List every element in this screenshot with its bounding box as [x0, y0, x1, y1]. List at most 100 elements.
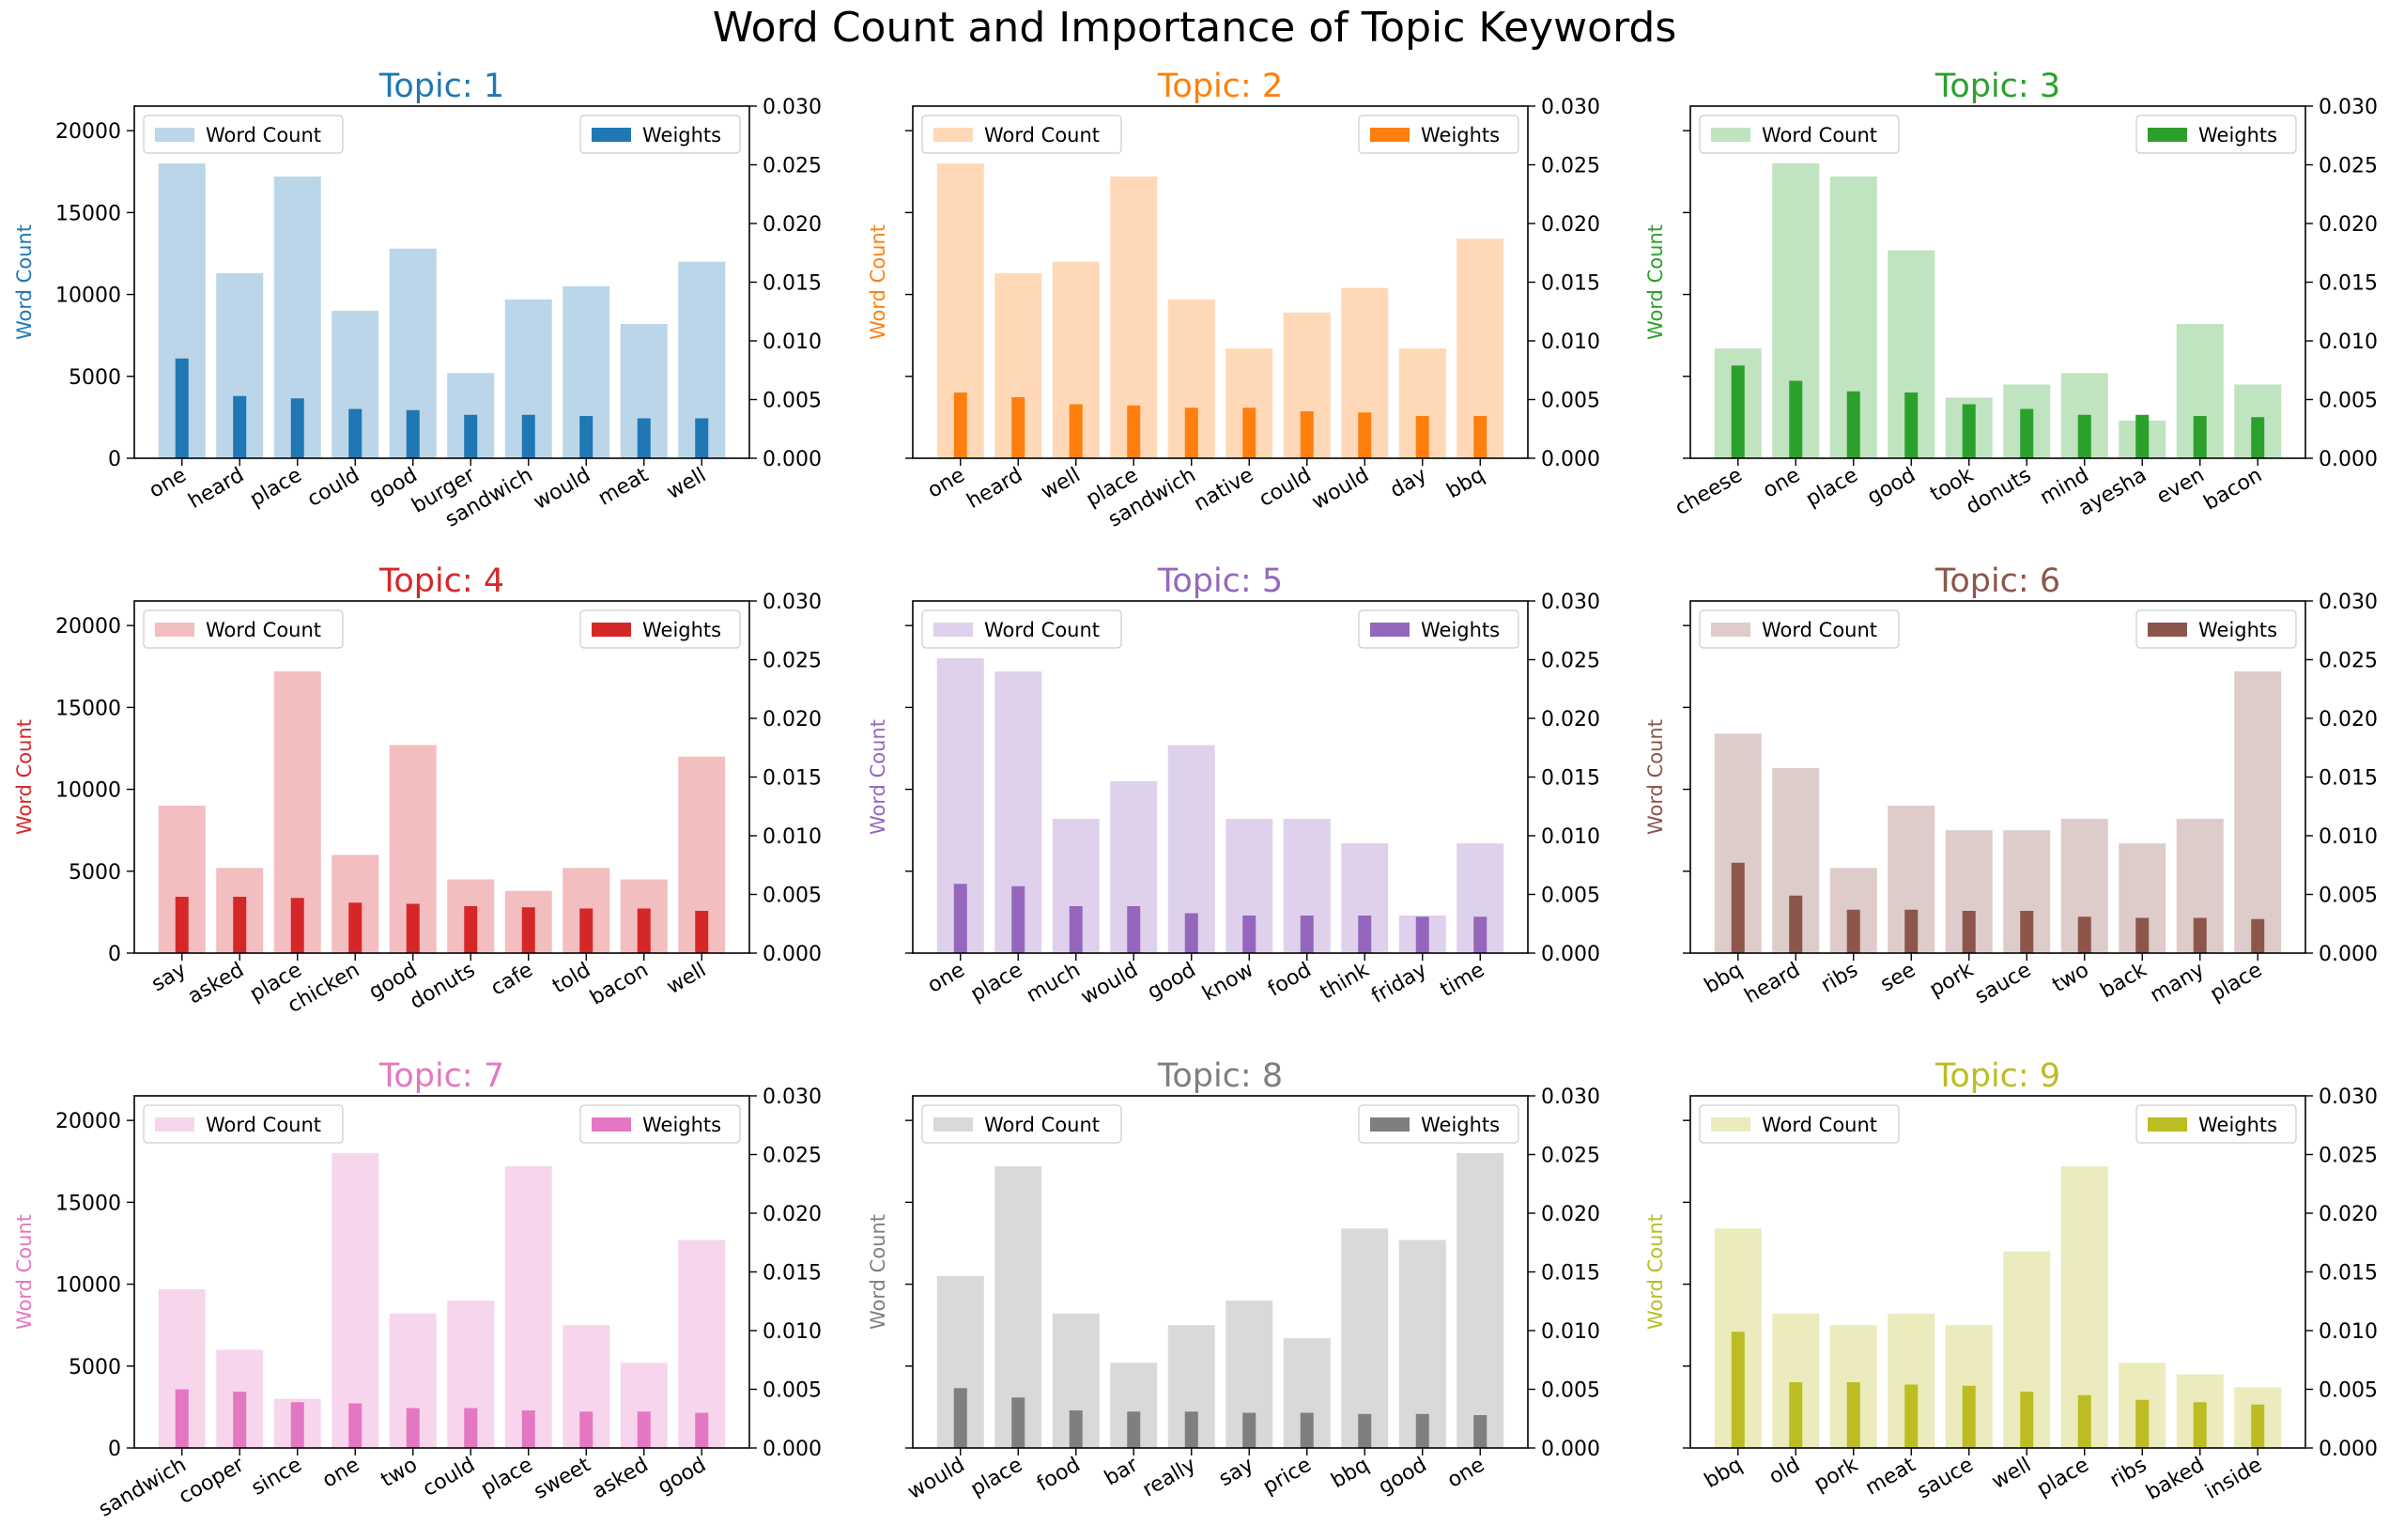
x-tick-label-bbq: bbq	[1442, 464, 1488, 504]
right-tick-label: 0.015	[2319, 767, 2378, 791]
weight-bar-price	[1300, 1412, 1314, 1448]
legend-box	[921, 115, 1122, 154]
right-tick-label: 0.005	[763, 1379, 822, 1403]
legend-swatch	[2148, 128, 2187, 142]
legend-label: Weights	[1421, 124, 1500, 146]
wordcount-bar-place	[2234, 671, 2282, 953]
legend-label: Word Count	[206, 1114, 321, 1136]
legend-box	[579, 609, 741, 649]
weight-bar-one	[1789, 380, 1803, 458]
legend-swatch	[933, 1117, 973, 1132]
y-axis-label: Word Count	[1644, 224, 1667, 340]
right-tick-label: 0.005	[2319, 1379, 2378, 1403]
weight-bar-much	[1069, 906, 1083, 953]
right-tick-label: 0.025	[1541, 1145, 1600, 1168]
right-tick-label: 0.020	[1541, 213, 1600, 237]
legend-box	[2135, 115, 2297, 154]
x-tick-label-well: well	[663, 959, 710, 1000]
weight-bar-pork	[1962, 911, 1976, 953]
legend-word-count: Word Count	[143, 115, 344, 154]
weight-bar-bbq	[1358, 1413, 1372, 1448]
subplot-title: Topic: 9	[1934, 1057, 2060, 1095]
legend-box	[579, 115, 741, 154]
right-tick-label: 0.005	[1541, 390, 1600, 413]
legend-box	[1699, 1104, 1900, 1144]
right-tick-label: 0.025	[1541, 650, 1600, 673]
right-tick-label: 0.015	[763, 1262, 822, 1286]
weight-bar-even	[2193, 416, 2207, 458]
weight-bar-good	[1904, 393, 1919, 458]
x-tick-label-could: could	[303, 464, 363, 512]
weight-bar-back	[2135, 917, 2150, 953]
weight-bar-place	[1011, 1397, 1025, 1448]
y-axis-label: Word Count	[13, 719, 36, 835]
x-tick-label-much: much	[1023, 959, 1085, 1008]
right-tick-label: 0.000	[1541, 943, 1600, 966]
legend-word-count: Word Count	[1699, 115, 1900, 154]
legend-weights: Weights	[579, 115, 741, 154]
weight-bar-meat	[1904, 1384, 1919, 1448]
weight-bar-would	[1127, 906, 1141, 953]
x-tick-label-could: could	[1256, 464, 1316, 512]
x-tick-label-price: price	[1259, 1454, 1316, 1500]
weight-bar-day	[1415, 416, 1429, 458]
legend-swatch	[1370, 623, 1410, 637]
left-tick-label: 20000	[55, 615, 121, 639]
legend-swatch	[1711, 128, 1750, 142]
weight-bar-pork	[1846, 1382, 1860, 1448]
weight-bar-meat	[637, 418, 651, 458]
weight-bar-one	[1473, 1415, 1487, 1448]
x-tick-label-bar: bar	[1101, 1453, 1143, 1490]
weight-bar-heard	[1789, 895, 1803, 953]
subplot-title: Topic: 5	[1157, 562, 1283, 600]
x-tick-label-since: since	[248, 1454, 306, 1501]
weight-bar-say	[1242, 1412, 1256, 1448]
subplot-topic-5: 0.000 0.005 0.010 0.015 0.020 0.025 0.030 onepl…	[867, 562, 1600, 1009]
weight-bar-heard	[233, 395, 247, 458]
weight-bar-think	[1358, 916, 1372, 953]
weight-bar-good	[1184, 913, 1198, 953]
legend-swatch	[1711, 623, 1750, 637]
x-tick-label-two: two	[378, 1454, 422, 1493]
x-tick-label-well: well	[663, 464, 710, 505]
weight-bar-one	[953, 393, 967, 458]
subplot-topic-6: 0.000 0.005 0.010 0.015 0.020 0.025 0.030 bbqhe…	[1644, 562, 2378, 1009]
legend-box	[579, 1104, 741, 1144]
weight-bar-two	[406, 1408, 420, 1448]
x-tick-label-one: one	[924, 464, 969, 503]
subplot-title: Topic: 4	[378, 562, 504, 600]
legend-swatch	[592, 1117, 631, 1132]
weight-bar-many	[2193, 917, 2207, 953]
right-tick-label: 0.030	[1541, 1086, 1600, 1109]
right-tick-label: 0.010	[763, 825, 822, 849]
weight-bar-good	[1415, 1413, 1429, 1448]
legend-label: Weights	[1421, 1114, 1500, 1136]
weight-bar-well	[2020, 1392, 2034, 1448]
legend-word-count: Word Count	[1699, 609, 1900, 649]
left-tick-label: 15000	[55, 1192, 121, 1215]
x-tick-label-place: place	[966, 1454, 1026, 1502]
weight-bar-burger	[464, 414, 478, 458]
right-tick-label: 0.005	[763, 390, 822, 413]
left-tick-label: 15000	[55, 697, 121, 720]
legend-label: Word Count	[984, 1114, 1100, 1136]
x-tick-label-could: could	[419, 1454, 479, 1502]
x-tick-label-well: well	[1988, 1454, 2035, 1495]
legend-swatch	[155, 128, 194, 142]
legend-swatch	[592, 623, 631, 637]
right-tick-label: 0.025	[763, 650, 822, 673]
legend-swatch	[2148, 623, 2187, 637]
weight-bar-bacon	[637, 908, 651, 953]
x-tick-label-place: place	[966, 959, 1026, 1007]
x-tick-label-say: say	[1215, 1454, 1257, 1492]
right-tick-label: 0.020	[2319, 213, 2378, 237]
right-tick-label: 0.020	[2319, 708, 2378, 732]
subplot-title: Topic: 3	[1934, 68, 2060, 105]
legend-box	[1358, 115, 1519, 154]
weight-bar-good	[406, 903, 420, 953]
weight-bar-native	[1242, 408, 1256, 458]
weight-bar-see	[1904, 909, 1919, 953]
weight-bar-sandwich	[521, 414, 535, 458]
legend-label: Weights	[2198, 124, 2277, 146]
